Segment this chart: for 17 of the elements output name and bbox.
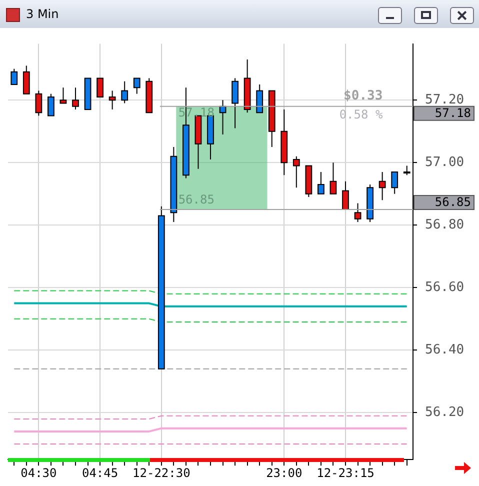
x-tick-label: 04:30	[20, 466, 57, 480]
annotation: $0.33	[344, 88, 383, 104]
annotation: 56.85	[178, 192, 214, 207]
annotation: 0.58 %	[339, 107, 384, 122]
y-tick-label: 57.20	[425, 92, 464, 108]
chart-title: 3 Min	[26, 7, 59, 21]
y-tick-label: 56.20	[425, 405, 464, 420]
ref-line-label: 57.18	[434, 106, 471, 120]
ref-line-label: 56.85	[434, 195, 471, 210]
x-tick-label: 12-23:15	[316, 466, 374, 480]
x-tick-label: 23:00	[266, 466, 302, 480]
x-tick-label: 04:45	[82, 466, 118, 480]
x-tick-label: 12-22:30	[132, 466, 190, 480]
y-tick-label: 56.60	[425, 280, 464, 296]
y-tick-label: 56.80	[425, 218, 464, 232]
y-tick-label: 56.40	[425, 342, 464, 358]
y-tick-label: 57.00	[425, 154, 464, 170]
